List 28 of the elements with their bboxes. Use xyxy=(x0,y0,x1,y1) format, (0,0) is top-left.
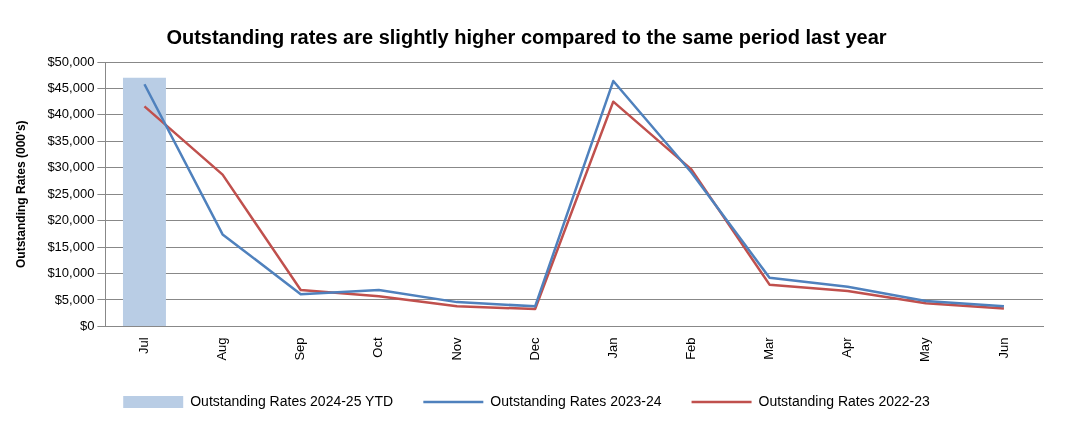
legend-label: Outstanding Rates 2023-24 xyxy=(490,392,662,409)
y-tick-label: $15,000 xyxy=(47,238,95,254)
x-tick-label: Jan xyxy=(604,337,620,359)
y-tick-label: $10,000 xyxy=(47,265,95,281)
x-tick-label: Apr xyxy=(839,336,855,358)
x-tick-label: Sep xyxy=(292,337,308,361)
y-tick-label: $30,000 xyxy=(47,159,95,175)
x-tick-label: Jul xyxy=(136,337,152,355)
x-tick-label: Oct xyxy=(370,337,386,358)
x-tick-label: Feb xyxy=(682,337,698,360)
legend-label: Outstanding Rates 2022-23 xyxy=(758,392,930,409)
y-tick-label: $0 xyxy=(79,318,95,334)
y-tick-label: $20,000 xyxy=(47,212,95,228)
x-tick-label: Jun xyxy=(995,337,1011,359)
chart-title: Outstanding rates are slightly higher compared to the same period last year xyxy=(166,25,887,48)
y-tick-label: $5,000 xyxy=(54,291,95,307)
x-tick-label: Mar xyxy=(761,336,777,360)
y-tick-label: $25,000 xyxy=(47,185,95,201)
x-tick-label: May xyxy=(917,336,933,362)
y-tick-label: $50,000 xyxy=(47,53,95,69)
legend-label: Outstanding Rates 2024-25 YTD xyxy=(190,392,394,409)
y-axis-title: Outstanding Rates (000's) xyxy=(13,120,28,268)
y-tick-label: $40,000 xyxy=(47,106,95,122)
x-tick-label: Dec xyxy=(526,336,542,361)
x-tick-label: Nov xyxy=(448,336,464,361)
y-tick-label: $35,000 xyxy=(47,132,95,148)
y-tick-label: $45,000 xyxy=(47,80,95,96)
x-tick-label: Aug xyxy=(214,337,230,361)
